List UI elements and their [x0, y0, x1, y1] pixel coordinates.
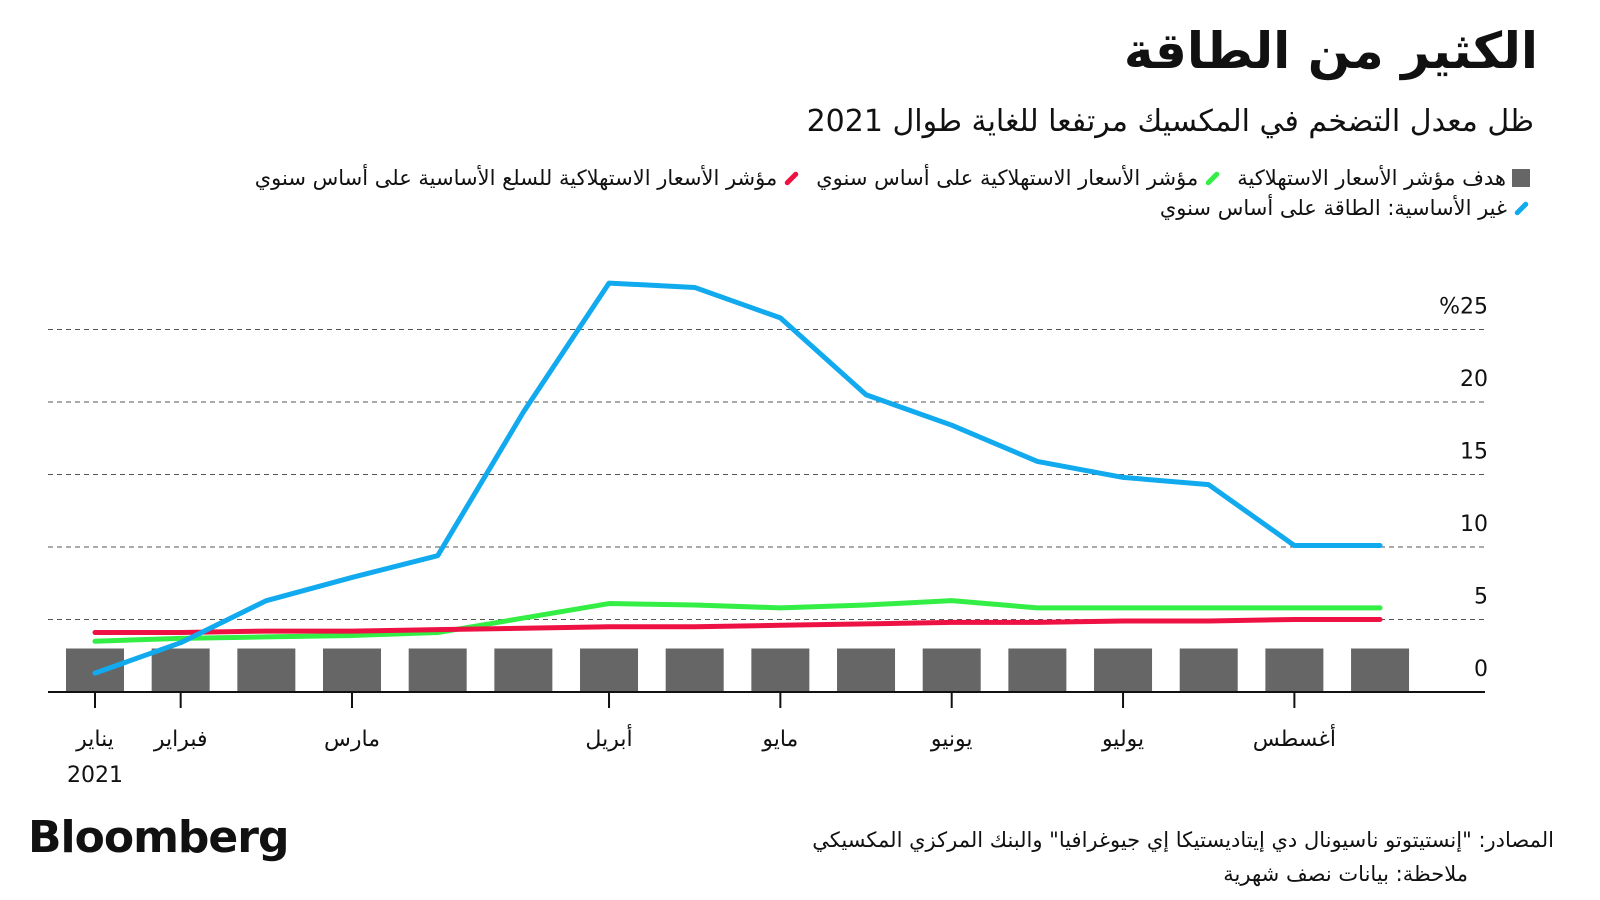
bar — [837, 648, 896, 692]
y-tick-label: 20 — [1460, 367, 1488, 392]
chart-title: الكثير من الطاقة — [1123, 22, 1538, 80]
legend-item: غير الأساسية: الطاقة على أساس سنوي — [1160, 196, 1530, 220]
bar — [408, 648, 467, 692]
x-tick-label: يوليو — [1101, 727, 1144, 752]
x-tick-label: فبراير — [153, 727, 208, 752]
legend-label: هدف مؤشر الأسعار الاستهلاكية — [1237, 166, 1506, 190]
bar — [665, 648, 724, 692]
bar — [237, 648, 296, 692]
bar — [1094, 648, 1153, 692]
bar — [1265, 648, 1324, 692]
bar — [1008, 648, 1067, 692]
line — [92, 280, 1383, 676]
brand: Bloomberg — [28, 812, 289, 863]
x-tick-label: أغسطس — [1253, 724, 1336, 752]
legend-item: هدف مؤشر الأسعار الاستهلاكية — [1237, 166, 1530, 190]
line — [92, 598, 1383, 644]
legend-swatch — [783, 170, 800, 186]
y-tick-label: 0 — [1474, 657, 1488, 682]
chart-subtitle: ظل معدل التضخم في المكسيك مرتفعا للغاية … — [806, 104, 1534, 139]
bar — [151, 648, 210, 692]
legend-swatch — [1513, 200, 1530, 216]
bar — [580, 648, 639, 692]
legend-label: مؤشر الأسعار الاستهلاكية للسلع الأساسية … — [254, 166, 778, 190]
bar — [751, 648, 810, 692]
legend-swatch — [1512, 169, 1530, 187]
bar — [66, 648, 124, 692]
legend: هدف مؤشر الأسعار الاستهلاكية مؤشر الأسعار… — [80, 166, 1530, 220]
legend-swatch — [1204, 170, 1221, 186]
note: ملاحظة: بيانات نصف شهرية — [1223, 862, 1468, 886]
legend-label: غير الأساسية: الطاقة على أساس سنوي — [1159, 196, 1507, 220]
legend-item: مؤشر الأسعار الاستهلاكية للسلع الأساسية … — [255, 166, 801, 190]
legend-label: مؤشر الأسعار الاستهلاكية على أساس سنوي — [816, 166, 1199, 190]
legend-item: مؤشر الأسعار الاستهلاكية على أساس سنوي — [816, 166, 1221, 190]
y-tick-label: 15 — [1460, 440, 1488, 465]
y-tick-label: 5 — [1474, 585, 1488, 610]
y-tick-label: 10 — [1460, 512, 1488, 537]
x-tick-label: يناير — [75, 727, 114, 752]
bar — [323, 648, 382, 692]
source: المصادر: "إنستيتوتو ناسيونال دي إيتاديست… — [812, 828, 1554, 852]
x-year-label: 2021 — [67, 763, 123, 788]
x-tick-label: مارس — [324, 727, 380, 752]
x-tick-label: يونيو — [930, 727, 973, 752]
y-tick-label: %25 — [1439, 295, 1488, 320]
line — [92, 617, 1383, 636]
bar — [1179, 648, 1238, 692]
bar — [494, 648, 553, 692]
x-tick-label: مايو — [761, 727, 798, 752]
x-tick-label: أبريل — [585, 724, 632, 752]
bar — [922, 648, 981, 692]
bar — [1351, 648, 1410, 692]
